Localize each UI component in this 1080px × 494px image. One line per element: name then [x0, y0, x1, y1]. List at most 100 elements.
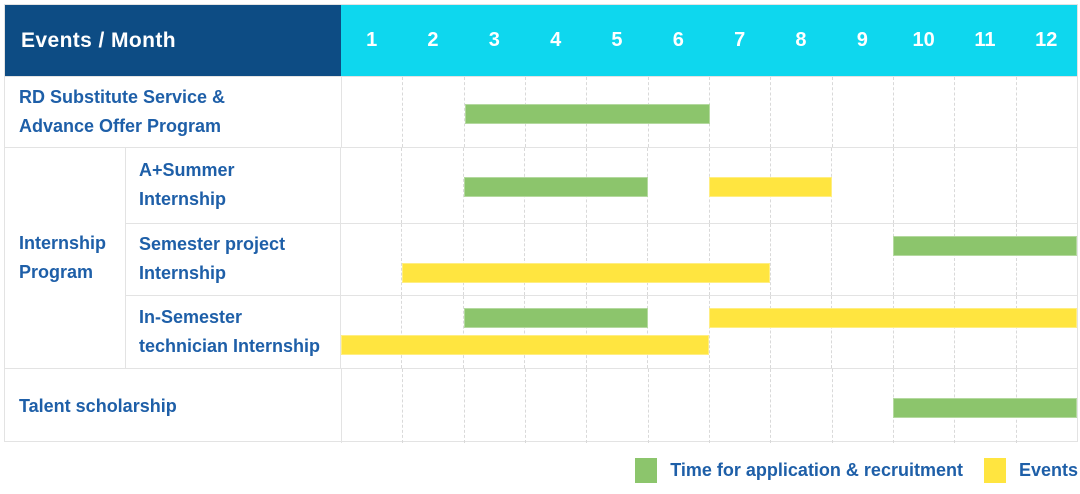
events-month-header: Events / Month	[5, 5, 341, 76]
row-label-line: Advance Offer Program	[19, 116, 222, 136]
legend-item-application: Time for application & recruitment	[635, 457, 963, 483]
month-header-cell: 7	[734, 29, 746, 51]
gantt-table: Events / Month 1 2 3 4 5 6 7 8 9 10 11 1…	[4, 4, 1078, 443]
application-bar	[464, 104, 710, 124]
row-in-semester: In-Semester technician Internship	[126, 295, 1077, 368]
month-gridline	[769, 223, 831, 296]
month-gridline	[462, 223, 524, 296]
month-gridline	[585, 296, 647, 368]
month-gridline	[401, 148, 462, 223]
internship-program-section: Internship Program A+Summer Internship S…	[5, 147, 1077, 368]
month-gridline	[647, 369, 709, 443]
month-gridline	[892, 296, 954, 368]
month-header-strip: 1 2 3 4 5 6 7 8 9 10 11 12	[341, 5, 1077, 76]
month-gridline	[341, 224, 401, 296]
month-gridline	[342, 369, 402, 443]
chart-cell-rd-substitute	[341, 77, 1077, 147]
month-header-cell: 8	[795, 29, 807, 51]
month-gridline	[462, 296, 524, 368]
month-gridline	[462, 148, 524, 223]
month-gridline	[708, 223, 770, 296]
events-bar	[709, 308, 1077, 329]
application-bar	[893, 235, 1077, 256]
month-gridline	[524, 223, 585, 296]
row-label-semester-project: Semester project Internship	[126, 224, 340, 296]
events-month-label: Events / Month	[21, 28, 176, 52]
month-header-cell: 9	[856, 29, 868, 51]
row-label-talent-scholarship: Talent scholarship	[5, 369, 341, 443]
month-gridline	[586, 369, 647, 443]
month-gridline	[831, 296, 892, 368]
month-header-cell: 12	[1035, 29, 1058, 51]
month-gridline	[954, 223, 1015, 296]
month-gridline	[402, 369, 463, 443]
legend-label-application: Time for application & recruitment	[670, 459, 963, 480]
month-gridline	[770, 369, 831, 443]
month-gridline	[831, 77, 893, 147]
month-gridline	[647, 296, 708, 368]
header-row: Events / Month 1 2 3 4 5 6 7 8 9 10 11 1…	[5, 5, 1077, 76]
row-label-line: RD Substitute Service &	[19, 87, 226, 107]
events-bar	[402, 262, 771, 283]
row-label-line: Talent scholarship	[19, 395, 177, 416]
month-gridline	[954, 296, 1015, 368]
row-label-a-summer: A+Summer Internship	[126, 148, 340, 223]
month-gridline	[954, 77, 1015, 147]
month-gridline	[647, 223, 708, 296]
row-label-line: A+Summer	[139, 160, 235, 181]
row-label-line: technician Internship	[139, 336, 321, 357]
month-gridline	[708, 369, 770, 443]
month-header-cell: 3	[488, 29, 500, 51]
chart-cell-semester-project	[340, 223, 1077, 296]
month-gridline	[770, 77, 831, 147]
row-rd-substitute: RD Substitute Service & Advance Offer Pr…	[5, 76, 1077, 147]
month-header-cell: 1	[366, 29, 378, 51]
application-bar	[893, 398, 1077, 418]
month-gridline	[647, 148, 708, 223]
month-header-cell: 2	[427, 29, 439, 51]
month-header-cell: 11	[974, 29, 996, 51]
row-label-rd-substitute: RD Substitute Service & Advance Offer Pr…	[5, 77, 341, 147]
month-gridline	[1015, 223, 1077, 296]
month-gridline	[1015, 296, 1077, 368]
month-header-cell: 6	[672, 29, 684, 51]
application-bar	[463, 177, 648, 198]
month-gridline	[342, 77, 402, 147]
row-label-line: In-Semester	[139, 307, 243, 328]
row-label-in-semester: In-Semester technician Internship	[126, 296, 340, 368]
group-label-line: Program	[19, 262, 94, 282]
row-label-line: Internship	[139, 189, 227, 210]
month-gridline	[585, 223, 647, 296]
month-gridline	[524, 369, 586, 443]
month-gridline	[708, 77, 770, 147]
events-bar	[709, 177, 832, 198]
month-gridline	[831, 223, 892, 296]
row-talent-scholarship: Talent scholarship	[5, 368, 1077, 443]
row-a-summer: A+Summer Internship	[126, 148, 1077, 223]
row-label-line: Internship	[139, 263, 227, 284]
month-gridline	[402, 77, 463, 147]
month-gridline	[954, 148, 1015, 223]
row-semester-project: Semester project Internship	[126, 222, 1077, 296]
month-gridline	[1015, 77, 1077, 147]
month-gridline	[341, 296, 401, 368]
month-gridline	[401, 296, 462, 368]
row-label-line: Semester project	[139, 234, 286, 255]
month-gridline	[401, 223, 462, 296]
month-gridline	[341, 148, 401, 223]
month-header-cell: 4	[550, 29, 562, 51]
month-gridline	[831, 369, 893, 443]
group-label-line: Internship	[19, 233, 107, 253]
events-swatch-icon	[983, 457, 1006, 483]
chart-cell-talent-scholarship	[341, 369, 1077, 443]
legend-item-events: Events	[983, 457, 1078, 483]
chart-cell-a-summer	[340, 148, 1077, 223]
month-gridline	[1015, 148, 1077, 223]
application-bar	[463, 308, 648, 329]
month-gridline	[831, 148, 892, 223]
month-gridline	[892, 77, 954, 147]
group-label-internship-program: Internship Program	[5, 148, 126, 368]
legend: Time for application & recruitment Event…	[0, 453, 1078, 487]
month-gridline	[524, 296, 585, 368]
